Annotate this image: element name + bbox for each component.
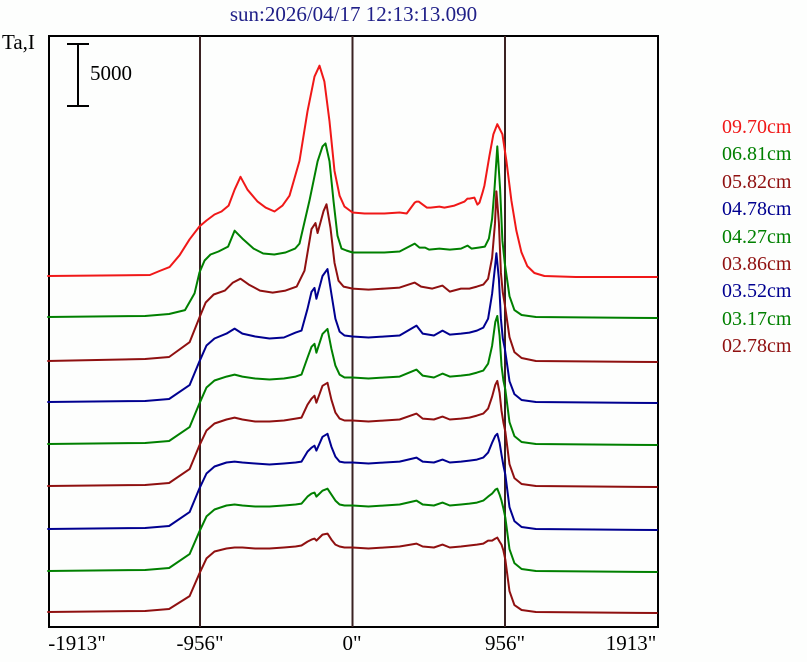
series-line-03.52cm <box>47 432 658 531</box>
legend-item: 06.81cm <box>722 143 792 166</box>
scale-bar-label: 5000 <box>90 61 132 85</box>
x-tick-label: 0" <box>342 631 362 655</box>
legend-item: 05.82cm <box>722 170 792 193</box>
series-line-04.27cm <box>47 315 658 446</box>
legend-item: 09.70cm <box>722 116 792 138</box>
legend-item: 02.78cm <box>722 335 792 358</box>
legend-item: 03.86cm <box>722 253 792 275</box>
x-tick-label: -1913" <box>48 631 106 655</box>
page-title: sun:2026/04/17 12:13:13.090 <box>229 2 478 26</box>
legend-item: 03.17cm <box>722 307 792 330</box>
x-tick-label: 1913" <box>605 631 657 655</box>
series-line-04.78cm <box>47 252 658 404</box>
series-line-09.70cm <box>47 64 658 278</box>
series-line-06.81cm <box>47 142 658 319</box>
x-tick-label: -956" <box>176 631 224 655</box>
series-line-03.86cm <box>47 379 658 488</box>
series-line-05.82cm <box>47 190 658 363</box>
legend-item: 03.52cm <box>722 280 792 303</box>
legend-item: 04.27cm <box>722 225 792 248</box>
legend-item: 04.78cm <box>722 198 792 221</box>
y-axis-label: Ta,I <box>2 30 35 54</box>
series-line-03.17cm <box>47 487 658 573</box>
x-tick-label: 956" <box>484 631 526 655</box>
series-line-02.78cm <box>47 532 658 614</box>
